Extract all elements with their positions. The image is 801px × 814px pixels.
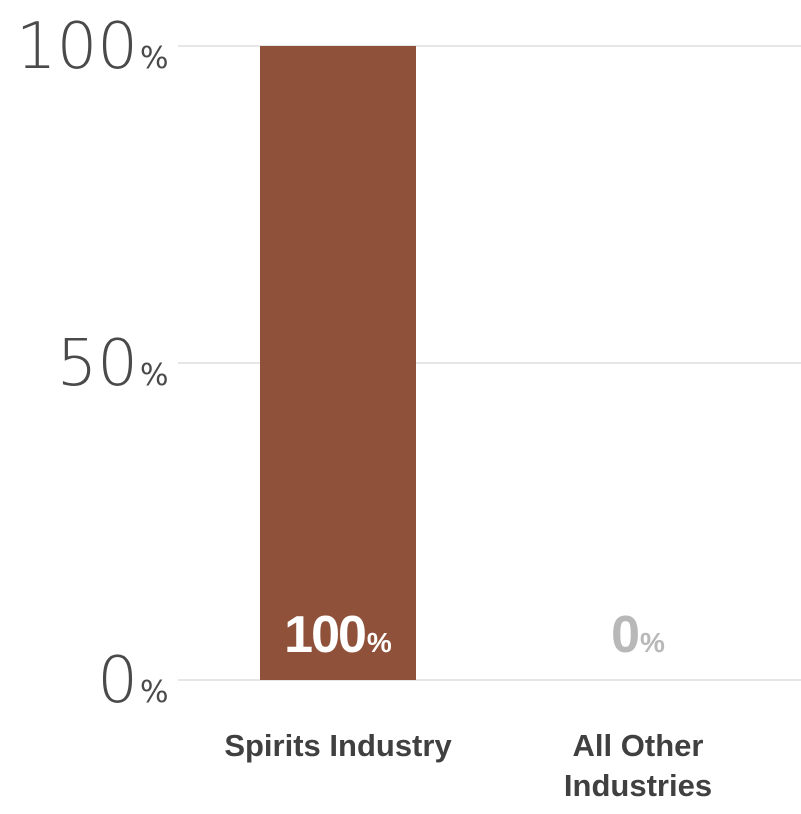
y-tick-label: 0 <box>97 644 138 718</box>
y-tick-percent-sign: % <box>140 358 169 393</box>
y-tick-label: 50 <box>57 327 138 401</box>
value-number: 0 <box>611 606 638 664</box>
category-label: Spirits Industry <box>224 728 452 763</box>
bars <box>260 46 416 680</box>
value-label: 100% <box>284 606 392 664</box>
category-labels: Spirits Industry All Other Industries <box>224 728 712 803</box>
y-tick-label: 100 <box>16 10 138 84</box>
y-tick-percent-sign: % <box>140 41 169 76</box>
category-label-line: All Other <box>573 728 704 763</box>
y-tick-number: 50 <box>57 327 138 401</box>
y-axis-tick-labels: 0 %50 %100% <box>16 10 169 718</box>
value-percent-sign: % <box>367 627 392 658</box>
y-tick-number: 0 <box>97 644 138 718</box>
value-number: 100 <box>284 606 365 664</box>
value-percent-sign: % <box>640 627 665 658</box>
value-labels: 100% 0% <box>284 606 665 664</box>
y-tick-percent-sign: % <box>140 675 169 710</box>
value-label: 0% <box>611 606 665 664</box>
bar <box>260 46 416 680</box>
y-tick-number: 100 <box>16 10 138 84</box>
category-label-line: Spirits Industry <box>224 728 452 763</box>
category-label: All Other Industries <box>564 728 712 803</box>
category-label-line: Industries <box>564 768 712 803</box>
